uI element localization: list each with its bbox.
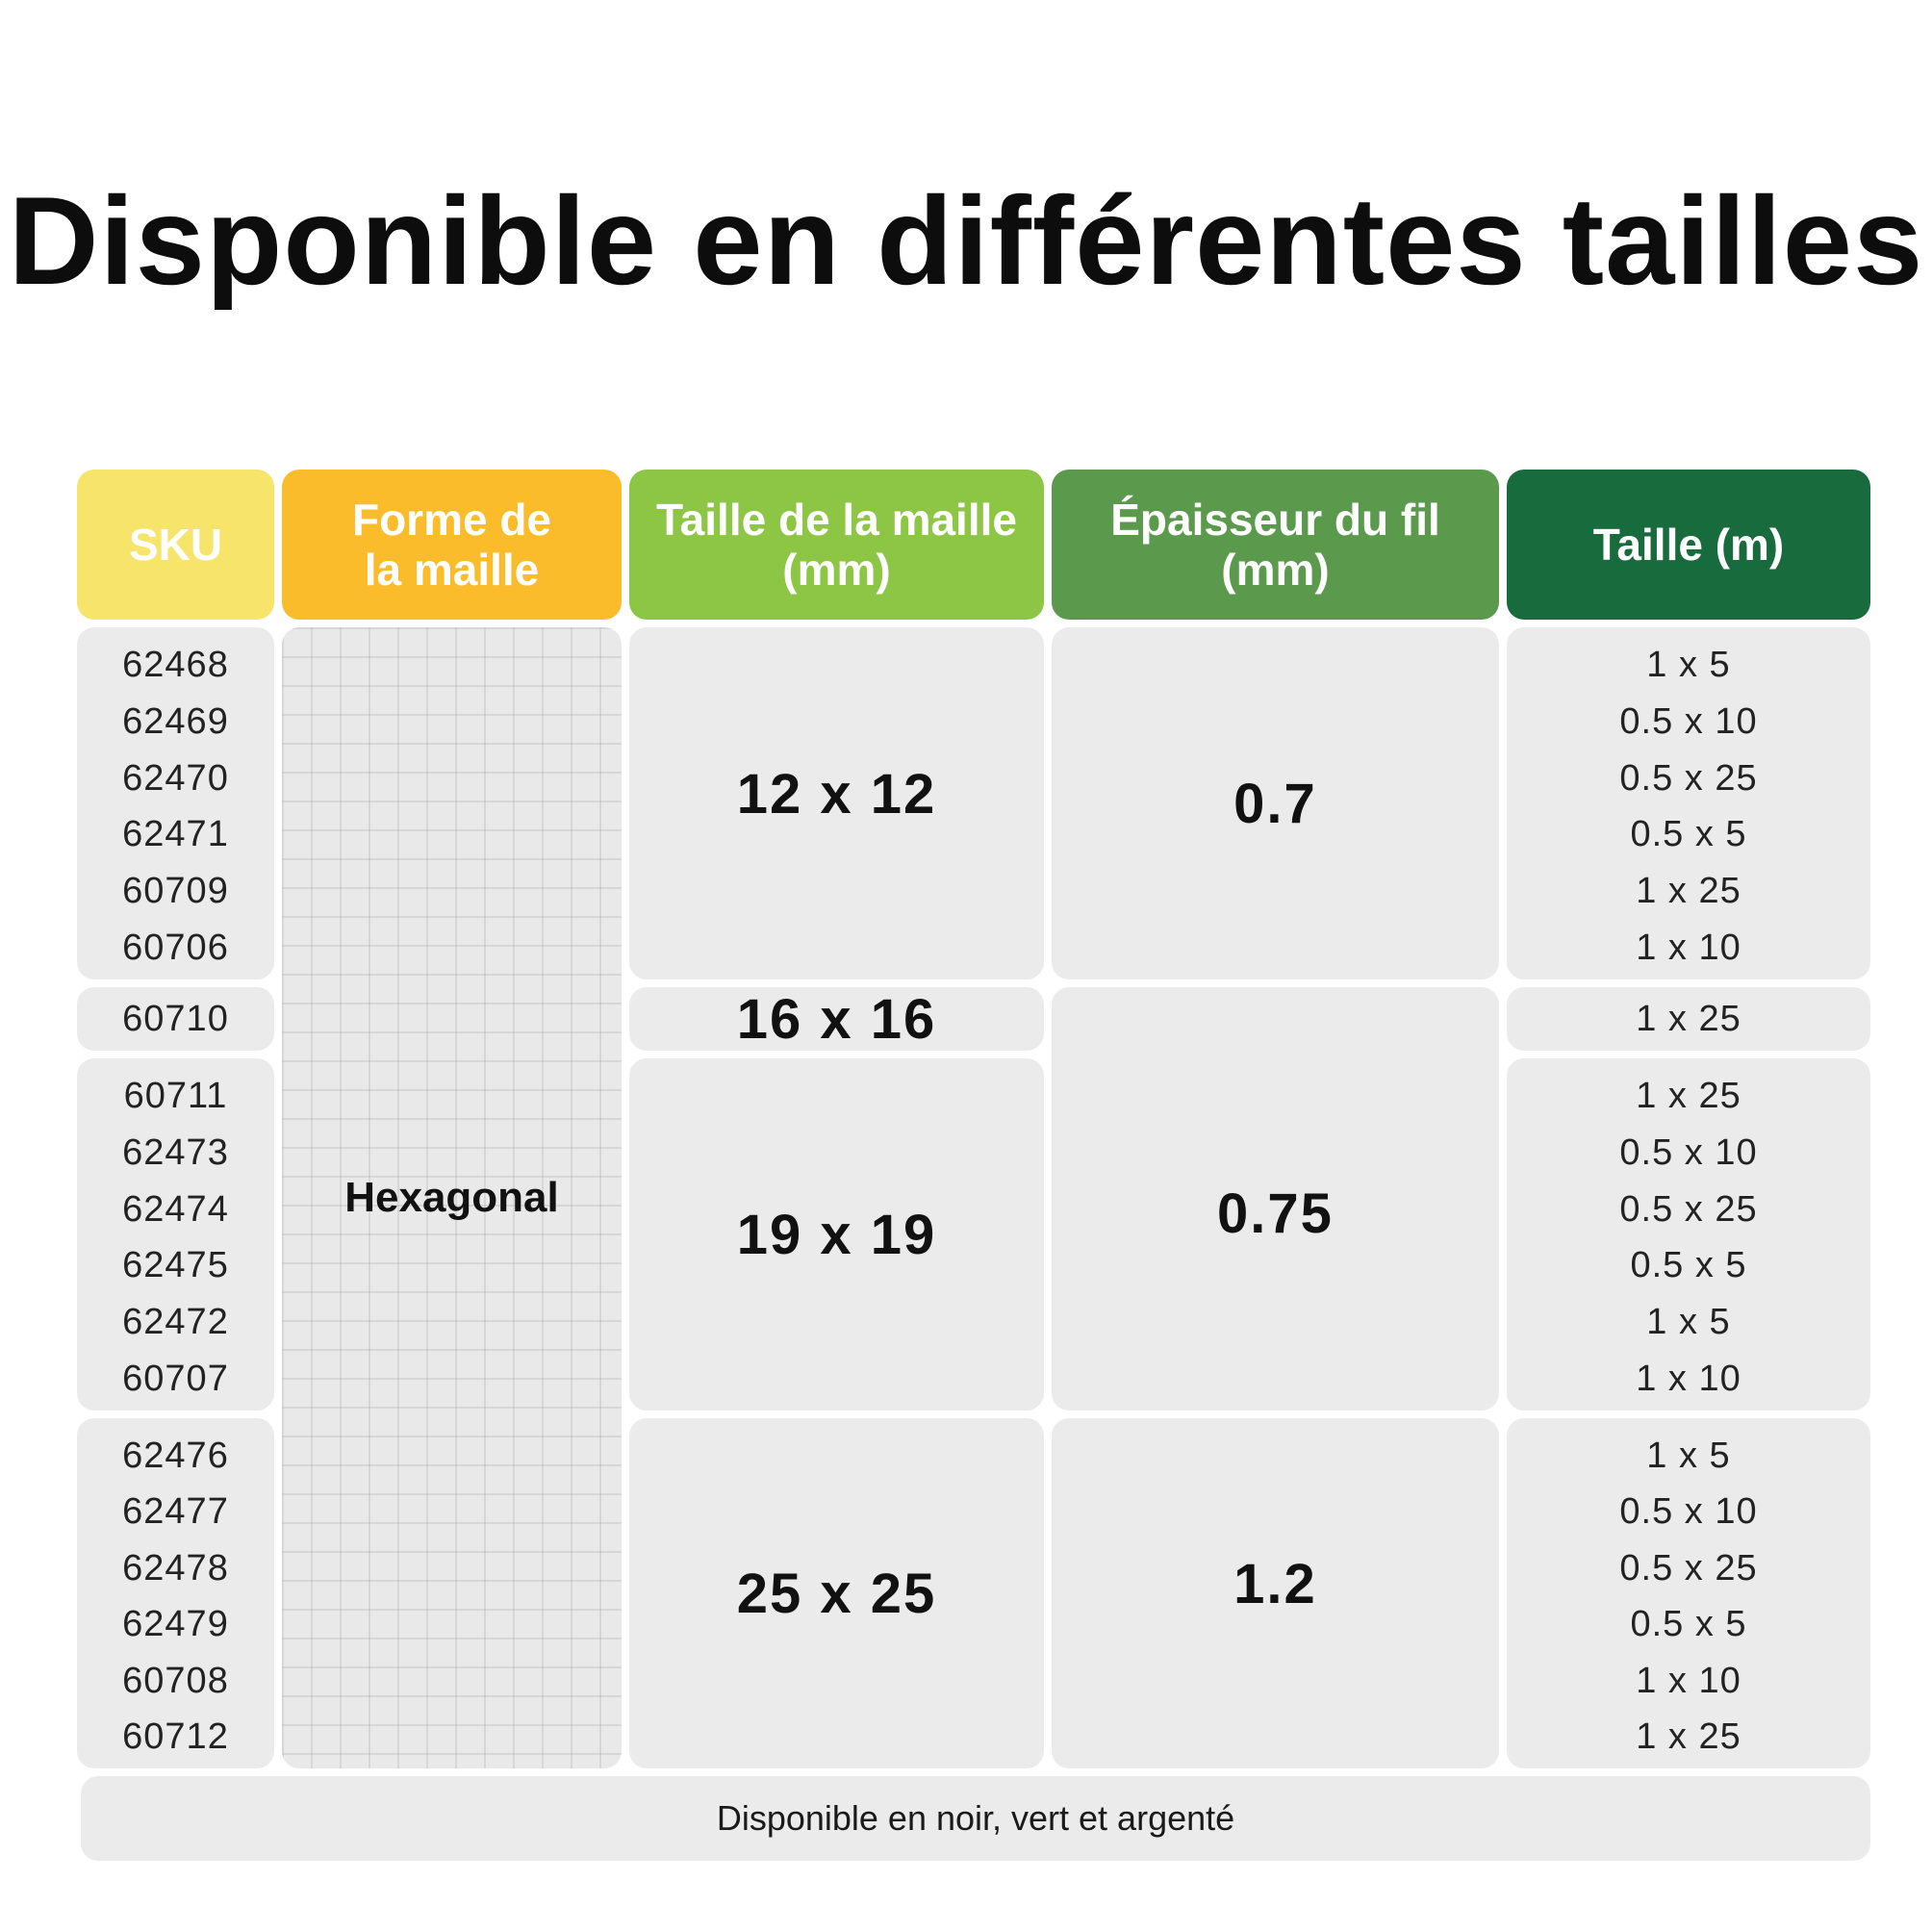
sku-value: 62473 <box>122 1131 229 1173</box>
sku-value: 62470 <box>122 757 229 799</box>
header-sku: SKU <box>77 470 274 620</box>
sku-value: 60711 <box>123 1076 228 1116</box>
roll-size-group-2: 1 x 25 <box>1507 987 1870 1051</box>
sku-value: 62472 <box>122 1302 229 1343</box>
mesh-size-value: 19 x 19 <box>736 1203 937 1266</box>
roll-size-value: 1 x 25 <box>1636 1716 1741 1757</box>
header-mesh-shape-label: Forme de la maille <box>351 495 552 595</box>
wire-thickness-value: 0.7 <box>1233 772 1317 835</box>
mesh-size-cell-4: 25 x 25 <box>629 1418 1044 1768</box>
roll-size-value: 1 x 25 <box>1636 998 1741 1039</box>
mesh-size-value: 12 x 12 <box>736 762 937 826</box>
roll-size-value: 0.5 x 10 <box>1619 1491 1758 1533</box>
roll-size-value: 0.5 x 10 <box>1619 700 1758 742</box>
wire-thickness-cell-1: 0.7 <box>1052 627 1499 979</box>
sku-value: 60710 <box>122 998 229 1039</box>
sku-value: 60712 <box>122 1716 229 1757</box>
sku-value: 62469 <box>122 700 229 742</box>
roll-size-value: 0.5 x 25 <box>1619 1547 1758 1589</box>
sku-value: 62474 <box>122 1188 229 1230</box>
roll-size-group-4: 1 x 5 0.5 x 10 0.5 x 25 0.5 x 5 1 x 10 1… <box>1507 1418 1870 1768</box>
page-title: Disponible en différentes tailles <box>8 170 1924 311</box>
roll-size-value: 1 x 5 <box>1646 645 1731 685</box>
sku-group-2: 60710 <box>77 987 274 1051</box>
sku-group-1: 62468 62469 62470 62471 60709 60706 <box>77 627 274 979</box>
mesh-size-value: 25 x 25 <box>736 1562 937 1625</box>
sku-group-3: 60711 62473 62474 62475 62472 60707 <box>77 1058 274 1411</box>
wire-thickness-value: 1.2 <box>1233 1552 1317 1615</box>
sku-value: 60709 <box>122 871 229 912</box>
header-mesh-size-label: Taille de la maille (mm) <box>656 495 1017 595</box>
footer-text: Disponible en noir, vert et argenté <box>716 1798 1235 1838</box>
roll-size-value: 1 x 25 <box>1636 871 1741 912</box>
sku-value: 62471 <box>122 814 229 855</box>
sku-value: 62475 <box>122 1245 229 1286</box>
wire-thickness-cell-3: 1.2 <box>1052 1418 1499 1768</box>
roll-size-value: 0.5 x 25 <box>1619 1188 1758 1230</box>
roll-size-group-3: 1 x 25 0.5 x 10 0.5 x 25 0.5 x 5 1 x 5 1… <box>1507 1058 1870 1411</box>
roll-size-value: 1 x 5 <box>1646 1302 1731 1343</box>
mesh-size-cell-3: 19 x 19 <box>629 1058 1044 1411</box>
mesh-size-cell-2: 16 x 16 <box>629 987 1044 1051</box>
mesh-shape-value: Hexagonal <box>344 1174 559 1221</box>
sku-value: 62479 <box>122 1604 229 1645</box>
mesh-shape-cell: Hexagonal <box>282 627 622 1768</box>
roll-size-value: 0.5 x 25 <box>1619 757 1758 799</box>
header-wire-thickness-label: Épaisseur du fil (mm) <box>1110 495 1440 595</box>
roll-size-group-1: 1 x 5 0.5 x 10 0.5 x 25 0.5 x 5 1 x 25 1… <box>1507 627 1870 979</box>
roll-size-value: 1 x 25 <box>1636 1076 1741 1116</box>
sku-value: 60707 <box>122 1358 229 1399</box>
roll-size-value: 0.5 x 5 <box>1630 1604 1747 1645</box>
sku-group-4: 62476 62477 62478 62479 60708 60712 <box>77 1418 274 1768</box>
color-availability-footer: Disponible en noir, vert et argenté <box>81 1776 1870 1861</box>
roll-size-value: 1 x 10 <box>1636 1660 1741 1701</box>
mesh-size-cell-1: 12 x 12 <box>629 627 1044 979</box>
wire-thickness-cell-2: 0.75 <box>1052 987 1499 1411</box>
sku-value: 62478 <box>122 1547 229 1589</box>
roll-size-value: 1 x 5 <box>1646 1436 1731 1476</box>
roll-size-value: 1 x 10 <box>1636 1358 1741 1399</box>
roll-size-value: 1 x 10 <box>1636 927 1741 968</box>
sku-value: 62477 <box>122 1491 229 1533</box>
mesh-size-value: 16 x 16 <box>736 987 937 1051</box>
sku-value: 60708 <box>122 1660 229 1701</box>
roll-size-value: 0.5 x 10 <box>1619 1131 1758 1173</box>
roll-size-value: 0.5 x 5 <box>1630 814 1747 855</box>
sku-value: 60706 <box>122 927 229 968</box>
header-wire-thickness: Épaisseur du fil (mm) <box>1052 470 1499 620</box>
sku-value: 62468 <box>122 645 229 685</box>
wire-thickness-value: 0.75 <box>1217 1182 1334 1245</box>
header-mesh-shape: Forme de la maille <box>282 470 622 620</box>
header-mesh-size: Taille de la maille (mm) <box>629 470 1044 620</box>
sku-value: 62476 <box>122 1436 229 1476</box>
header-roll-size: Taille (m) <box>1507 470 1870 620</box>
roll-size-value: 0.5 x 5 <box>1630 1245 1747 1286</box>
